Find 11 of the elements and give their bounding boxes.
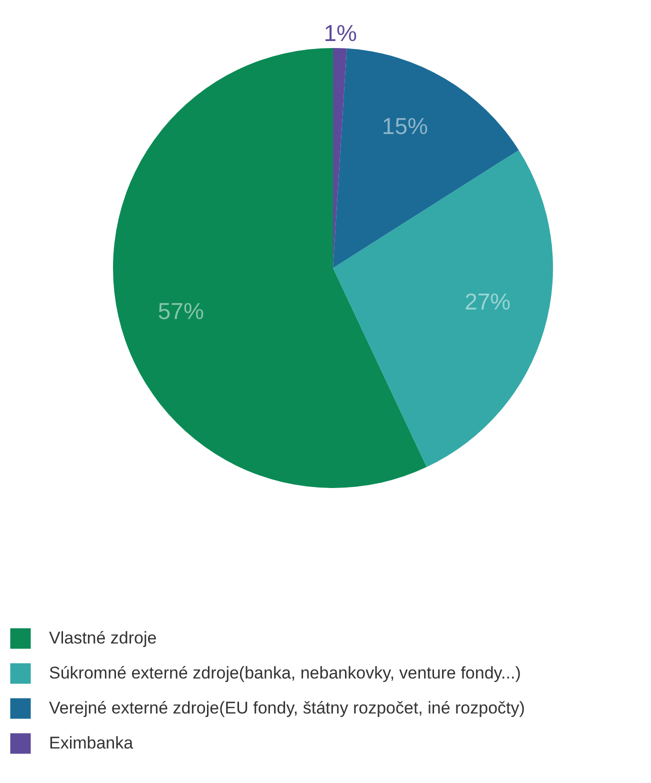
data-label: 27%: [464, 288, 511, 315]
pie-slice: [113, 48, 427, 488]
legend-label: Verejné externé zdroje(EU fondy, štátny rozpočet, iné rozpočty): [49, 698, 525, 718]
data-label: 1%: [324, 20, 357, 46]
data-label: 15%: [382, 112, 428, 139]
legend-label: Vlastné zdroje: [49, 628, 157, 648]
legend-label: Eximbanka: [49, 734, 134, 752]
pie-slice: [333, 48, 519, 268]
pie-slice: [333, 150, 553, 468]
data-label: 57%: [158, 298, 204, 324]
legend-label: Súkromné externé zdroje(banka, nebankovky, venture fondy...): [49, 664, 521, 682]
